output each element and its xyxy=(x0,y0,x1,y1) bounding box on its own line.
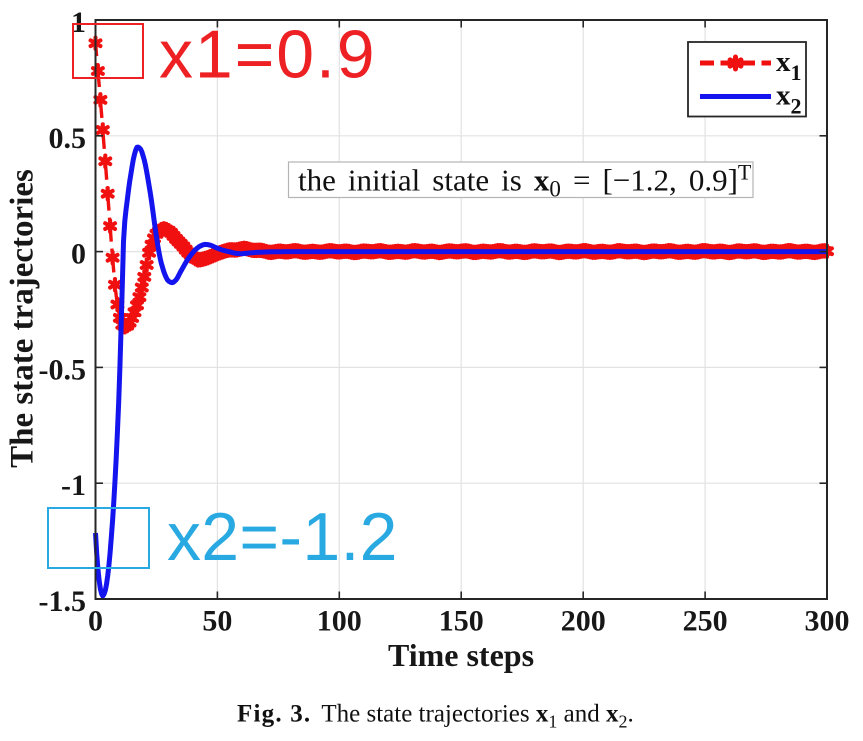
svg-text:150: 150 xyxy=(439,605,484,638)
svg-text:Time steps: Time steps xyxy=(388,637,534,673)
svg-text:-1.5: -1.5 xyxy=(39,585,87,618)
svg-text:300: 300 xyxy=(805,605,850,638)
svg-text:200: 200 xyxy=(561,605,606,638)
svg-text:0: 0 xyxy=(71,238,86,271)
svg-text:Fig. 3.The state trajectories: Fig. 3. The state trajectories x1 and x2. xyxy=(237,701,634,732)
svg-text:50: 50 xyxy=(202,605,232,638)
svg-text:100: 100 xyxy=(317,605,362,638)
svg-text:250: 250 xyxy=(683,605,728,638)
svg-text:the initial state is x0 = [−1.: the initial state is x0 = [−1.2, 0.9]T xyxy=(298,160,752,202)
svg-text:0.5: 0.5 xyxy=(49,122,87,155)
svg-text:1: 1 xyxy=(71,6,86,39)
svg-text:The state trajectories: The state trajectories xyxy=(5,169,41,468)
svg-text:-0.5: -0.5 xyxy=(39,353,87,386)
svg-text:x2=-1.2: x2=-1.2 xyxy=(167,499,398,575)
svg-text:x1=0.9: x1=0.9 xyxy=(159,17,376,93)
svg-text:0: 0 xyxy=(88,605,103,638)
svg-text:-1: -1 xyxy=(61,469,86,502)
